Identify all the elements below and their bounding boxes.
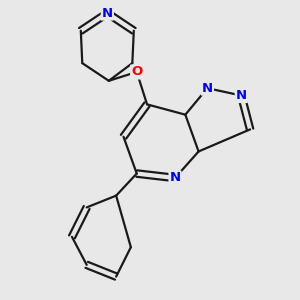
Text: N: N [202,82,213,95]
Text: N: N [169,172,181,184]
Text: N: N [236,89,247,102]
Text: N: N [102,7,113,20]
Text: O: O [131,65,142,79]
